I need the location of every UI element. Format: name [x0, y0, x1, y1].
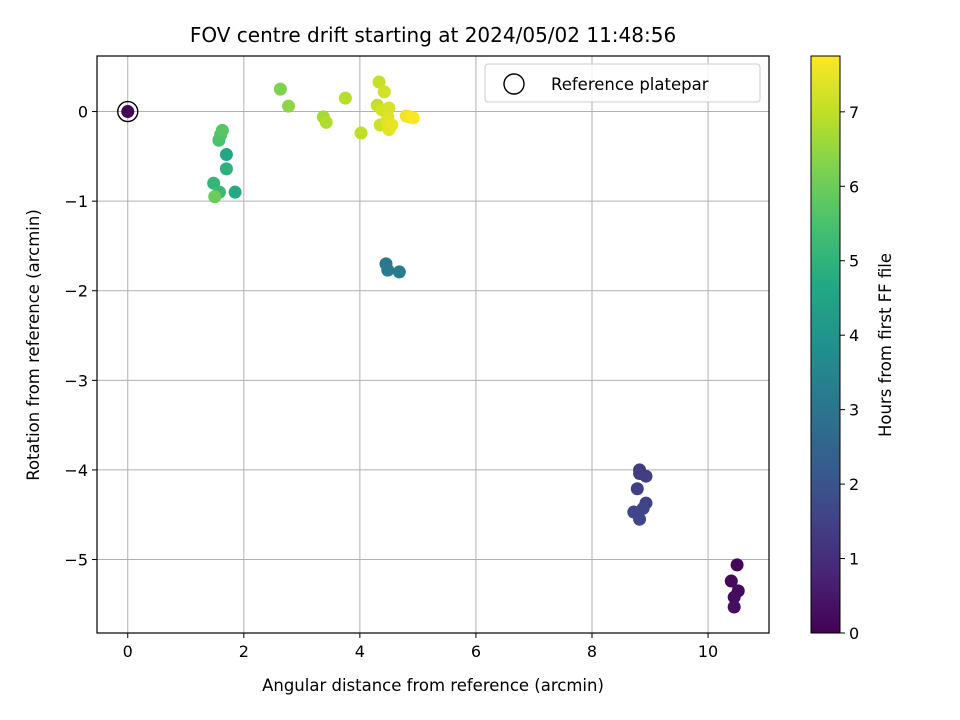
data-point — [377, 85, 391, 99]
data-point — [385, 118, 399, 132]
colorbar-label: Hours from first FF file — [876, 253, 895, 437]
x-axis-label: Angular distance from reference (arcmin) — [262, 676, 604, 695]
x-tick-label: 2 — [239, 642, 249, 661]
y-axis-ticks: 0 −1 −2 −3 −4 −5 — [64, 103, 97, 570]
data-point — [273, 82, 287, 96]
data-point — [354, 126, 368, 140]
data-point — [372, 75, 386, 89]
colorbar-tick-label: 6 — [849, 177, 859, 196]
data-point — [282, 99, 296, 113]
colorbar-tick-label: 0 — [849, 624, 859, 643]
x-tick-label: 8 — [587, 642, 597, 661]
colorbar-tick-label: 5 — [849, 252, 859, 271]
data-point — [338, 91, 352, 105]
legend-entry-reference: Reference platepar — [551, 75, 709, 94]
x-axis-ticks: 0 2 4 6 8 10 — [123, 633, 718, 661]
x-tick-label: 10 — [698, 642, 718, 661]
colorbar-ticks: 0 1 2 3 4 5 6 7 — [840, 103, 859, 643]
colorbar-tick-label: 7 — [849, 103, 859, 122]
y-tick-label: −4 — [64, 461, 88, 480]
y-tick-label: −5 — [64, 551, 88, 570]
colorbar-tick-label: 2 — [849, 475, 859, 494]
reference-marker — [117, 100, 139, 123]
data-point — [219, 148, 233, 162]
y-tick-label: −3 — [64, 371, 88, 390]
data-point — [730, 558, 744, 572]
colorbar-tick-label: 3 — [849, 401, 859, 420]
x-tick-label: 6 — [471, 642, 481, 661]
legend: Reference platepar — [484, 63, 761, 103]
data-point — [208, 190, 222, 204]
data-point — [228, 185, 242, 199]
grid — [97, 56, 769, 633]
data-point — [392, 265, 406, 279]
data-point — [381, 263, 395, 277]
data-point — [121, 105, 135, 119]
plot-frame — [96, 55, 770, 634]
reference-platepar-marker — [117, 100, 139, 123]
x-tick-label: 4 — [355, 642, 365, 661]
y-axis-label: Rotation from reference (arcmin) — [24, 209, 43, 481]
colorbar-tick-label: 4 — [849, 326, 859, 345]
data-point — [319, 115, 333, 129]
data-point — [633, 512, 647, 526]
data-point — [639, 469, 653, 483]
y-tick-label: −1 — [64, 192, 88, 211]
y-tick-label: 0 — [78, 103, 88, 122]
legend-reference-marker — [503, 73, 525, 95]
data-point — [406, 111, 420, 125]
x-tick-label: 0 — [123, 642, 133, 661]
data-point — [727, 590, 741, 604]
colorbar-tick-label: 1 — [849, 550, 859, 569]
data-point — [724, 574, 738, 588]
y-tick-label: −2 — [64, 282, 88, 301]
chart-title: FOV centre drift starting at 2024/05/02 … — [190, 23, 676, 47]
data-point — [630, 482, 644, 496]
plot-area — [97, 56, 769, 633]
colorbar — [810, 55, 841, 634]
legend-box — [484, 63, 761, 103]
data-point — [219, 162, 233, 176]
data-point — [727, 600, 741, 614]
data-point — [215, 123, 229, 137]
scatter-points — [121, 75, 745, 614]
